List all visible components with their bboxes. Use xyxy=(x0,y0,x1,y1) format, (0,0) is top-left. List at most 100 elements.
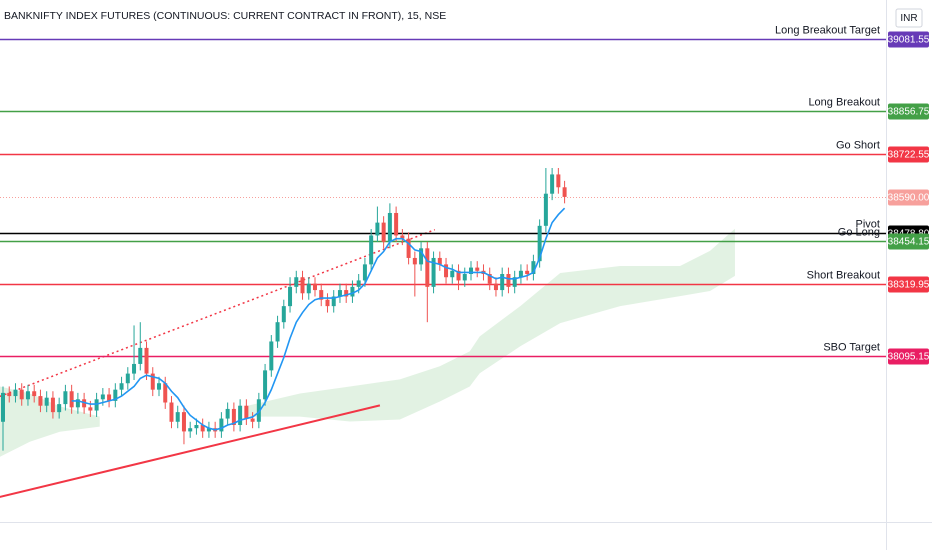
candle-body xyxy=(487,274,492,284)
candle-body xyxy=(350,286,355,297)
candle-body xyxy=(462,274,467,281)
candle-body xyxy=(500,274,505,291)
level-layer xyxy=(0,38,886,358)
cloud-area xyxy=(0,386,100,457)
candle-body xyxy=(306,283,311,294)
candle-body xyxy=(387,212,392,242)
candle-body xyxy=(531,261,536,275)
candle-body xyxy=(319,290,324,300)
candle-body xyxy=(518,270,523,278)
candle-body xyxy=(113,389,118,401)
candle-body xyxy=(238,405,243,425)
candle-body xyxy=(69,391,74,408)
candle-body xyxy=(50,397,55,413)
candle-body xyxy=(19,389,24,400)
candle-layer xyxy=(1,168,567,451)
candle-body xyxy=(493,283,498,291)
level-name: Go Long xyxy=(838,226,880,238)
candle-body xyxy=(181,412,186,432)
level-name: Go Short xyxy=(836,139,880,151)
ma-layer xyxy=(71,207,566,431)
candle-body xyxy=(75,399,80,408)
candle-body xyxy=(263,370,268,400)
candle-body xyxy=(369,235,374,265)
candle-body xyxy=(107,394,112,401)
candle-body xyxy=(88,407,93,411)
candle-body xyxy=(506,274,511,287)
candle-body xyxy=(157,383,161,390)
candle-body xyxy=(543,193,548,226)
candle-body xyxy=(437,257,442,265)
candle-body xyxy=(231,408,236,425)
level-value-box xyxy=(888,146,929,163)
candle-body xyxy=(406,238,411,258)
currency-box xyxy=(895,8,923,28)
candle-body xyxy=(132,363,137,374)
trendline-layer xyxy=(0,228,436,498)
candle-body xyxy=(275,322,280,342)
level-name: Long Breakout xyxy=(808,96,880,108)
candle-body xyxy=(356,280,361,287)
level-label-layer: Long Breakout Target 39081.55 Long Breakou… xyxy=(775,24,930,365)
candle-body xyxy=(63,391,68,405)
candle-body xyxy=(250,418,255,422)
candle-body xyxy=(175,412,180,422)
candle-body xyxy=(469,267,473,275)
level-value-label: 38590.00 xyxy=(888,193,930,204)
candle-body xyxy=(281,306,286,323)
candle-body xyxy=(381,222,386,242)
candle-body xyxy=(512,277,517,287)
candle-body xyxy=(375,222,380,236)
candle-body xyxy=(344,290,349,297)
candle-body xyxy=(57,404,62,413)
candle-body xyxy=(169,402,174,422)
candle-body xyxy=(188,428,193,432)
candle-body xyxy=(269,341,274,371)
level-name: Short Breakout xyxy=(807,269,880,281)
candle-body xyxy=(400,235,405,239)
level-name: Long Breakout Target xyxy=(775,24,880,36)
cloud-area xyxy=(245,228,735,422)
candle-body xyxy=(32,391,37,397)
candle-body xyxy=(450,270,455,278)
candle-body xyxy=(256,399,261,422)
candle-body xyxy=(337,290,342,297)
candle-body xyxy=(444,264,449,278)
candle-body xyxy=(412,257,417,265)
candle-body xyxy=(144,347,149,374)
candle-body xyxy=(7,392,12,397)
level-value-box xyxy=(888,31,929,48)
candle-body xyxy=(300,277,305,294)
candle-body xyxy=(562,187,567,197)
candle-body xyxy=(219,418,224,432)
cloud-layer xyxy=(0,228,735,457)
candle-body xyxy=(325,299,330,307)
candle-body xyxy=(313,283,317,291)
candle-body xyxy=(125,373,130,384)
candle-body xyxy=(25,391,30,400)
candle-body xyxy=(119,383,124,390)
candle-body xyxy=(200,424,205,432)
candle-body xyxy=(550,174,555,194)
candle-body xyxy=(194,424,199,429)
chart-title: BANKNIFTY INDEX FUTURES (CONTINUOUS: CUR… xyxy=(4,10,446,22)
candle-body xyxy=(244,405,249,419)
candle-body xyxy=(44,397,49,406)
candle-body xyxy=(425,248,430,287)
candle-body xyxy=(94,399,99,411)
candle-body xyxy=(1,392,5,422)
candle-body xyxy=(163,383,168,403)
level-name: SBO Target xyxy=(823,341,880,353)
level-value-box xyxy=(888,233,929,250)
level-value-label: 38319.95 xyxy=(888,280,930,291)
candle-body xyxy=(294,277,299,287)
candle-body xyxy=(362,264,367,281)
currency: INR xyxy=(900,13,917,24)
level-name: Pivot xyxy=(856,218,880,230)
candle-body xyxy=(138,347,143,364)
candle-body xyxy=(419,248,424,265)
level-value-label: 38454.15 xyxy=(888,237,930,248)
candle-body xyxy=(431,257,436,287)
level-value-box xyxy=(888,189,929,206)
level-value-label: 39081.55 xyxy=(888,35,930,46)
